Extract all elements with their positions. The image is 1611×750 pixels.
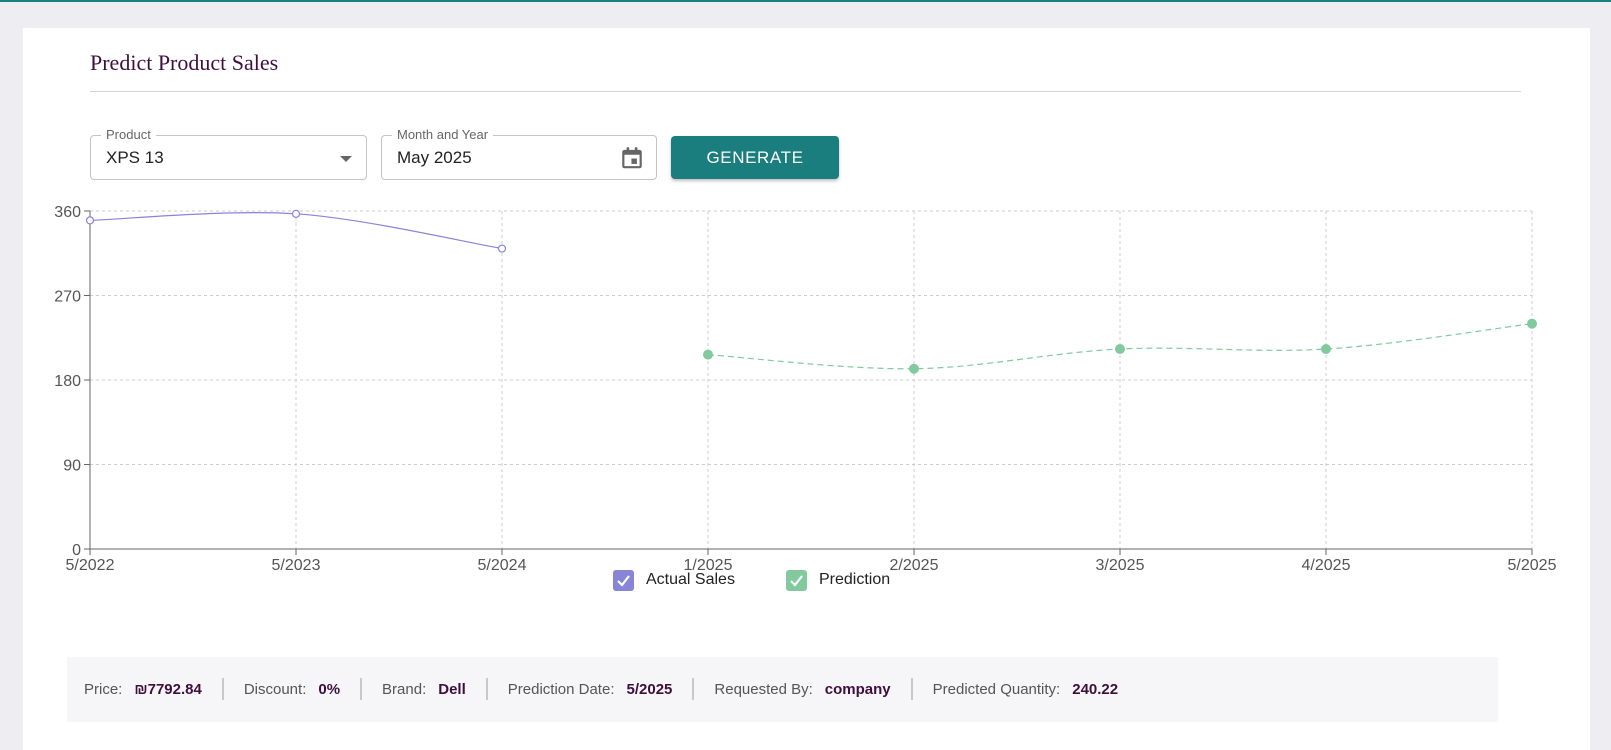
- legend-label-actual: Actual Sales: [646, 571, 735, 588]
- info-brand: Brand: Dell: [382, 678, 466, 700]
- prediction-point: [909, 363, 919, 374]
- legend-checkbox-actual[interactable]: [613, 569, 634, 591]
- info-separator: [485, 678, 488, 700]
- info-separator: [692, 678, 695, 700]
- price-value: ₪7792.84: [134, 680, 202, 698]
- actual-sales-point: [291, 209, 301, 218]
- month-year-value: May 2025: [397, 148, 472, 167]
- check-icon: [617, 574, 630, 587]
- prediction-date-label: Prediction Date:: [507, 680, 615, 698]
- x-tick-label: 5/2022: [66, 557, 115, 574]
- y-tick-label: 90: [63, 458, 81, 475]
- x-tick-label: 1/2025: [684, 557, 733, 574]
- brand-value: Dell: [438, 680, 466, 698]
- info-predicted-quantity: Predicted Quantity: 240.22: [933, 678, 1118, 700]
- prediction-point: [1321, 344, 1331, 355]
- info-price: Price: ₪7792.84: [84, 678, 202, 700]
- prediction-date-value: 5/2025: [626, 680, 673, 698]
- y-tick-label: 270: [54, 289, 81, 306]
- month-year-field[interactable]: Month and Year May 2025: [381, 127, 657, 180]
- generate-button[interactable]: GENERATE: [671, 136, 839, 179]
- discount-value: 0%: [318, 680, 341, 698]
- sales-chart: 0 90 180 270 360 5/2022 5/2023 5/2024 1/2025 2/20…: [54, 204, 1557, 574]
- product-select[interactable]: Product XPS 13: [90, 127, 367, 180]
- requested-by-label: Requested By:: [714, 680, 813, 698]
- predicted-quantity-label: Predicted Quantity:: [932, 680, 1061, 698]
- actual-sales-point: [85, 216, 95, 225]
- info-discount: Discount: 0%: [244, 678, 340, 700]
- x-tick-label: 4/2025: [1302, 557, 1351, 574]
- actual-sales-point: [497, 244, 507, 253]
- y-tick-label: 0: [72, 542, 81, 559]
- predicted-quantity-value: 240.22: [1072, 680, 1119, 698]
- x-tick-label: 5/2023: [272, 557, 321, 574]
- requested-by-value: company: [824, 680, 891, 698]
- calendar-icon[interactable]: [619, 145, 645, 171]
- product-label: Product: [101, 127, 156, 142]
- y-tick-label: 180: [54, 373, 81, 390]
- check-icon: [790, 574, 803, 587]
- month-year-label: Month and Year: [392, 127, 494, 142]
- prediction-point: [703, 349, 713, 360]
- x-tick-label: 2/2025: [890, 557, 939, 574]
- price-label: Price:: [84, 680, 123, 698]
- x-tick-label: 5/2025: [1508, 557, 1557, 574]
- info-prediction-date: Prediction Date: 5/2025: [508, 678, 673, 700]
- legend-checkbox-prediction[interactable]: [786, 569, 807, 591]
- discount-label: Discount:: [243, 680, 307, 698]
- legend-item-prediction[interactable]: Prediction: [786, 569, 890, 591]
- y-tick-label: 360: [54, 204, 81, 221]
- info-separator: [910, 678, 913, 700]
- brand-label: Brand:: [382, 680, 427, 698]
- prediction-info-bar: Price: ₪7792.84 Discount: 0% Brand: Dell…: [67, 657, 1498, 722]
- page-title: Predict Product Sales: [90, 50, 279, 75]
- prediction-point: [1115, 344, 1125, 355]
- chevron-down-icon[interactable]: [340, 156, 352, 162]
- x-tick-label: 3/2025: [1096, 557, 1145, 574]
- legend-label-prediction: Prediction: [819, 571, 891, 588]
- info-separator: [360, 678, 363, 700]
- main-card: Predict Product Sales Product XPS 13 Mon…: [23, 28, 1590, 750]
- legend-item-actual-sales[interactable]: Actual Sales: [613, 569, 735, 591]
- title-divider: [90, 91, 1521, 92]
- info-requested-by: Requested By: company: [714, 678, 890, 700]
- top-accent-line: [0, 0, 1611, 2]
- x-tick-label: 5/2024: [478, 557, 527, 574]
- info-separator: [221, 678, 224, 700]
- product-value: XPS 13: [106, 148, 164, 167]
- prediction-point: [1527, 318, 1537, 329]
